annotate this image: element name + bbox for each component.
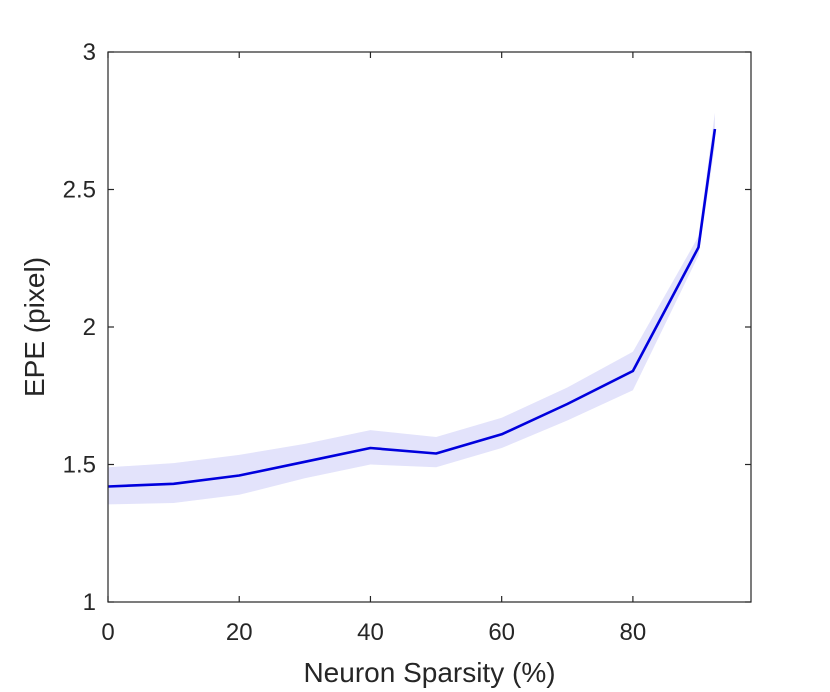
y-tick-label: 1.5 [63,452,96,479]
x-tick-labels: 0 20 40 60 80 [101,619,646,646]
x-tick-label: 0 [101,619,114,646]
y-tick-label: 1 [83,589,96,616]
tick-marks [107,51,751,603]
y-tick-label: 2.5 [63,177,96,204]
y-tick-label: 3 [83,39,96,66]
x-tick-label: 20 [226,619,253,646]
x-tick-label: 80 [620,619,647,646]
x-tick-label: 60 [488,619,515,646]
x-tick-label: 40 [357,619,384,646]
y-tick-labels: 1 1.5 2 2.5 3 [63,39,96,616]
y-axis-label: EPE (pixel) [19,257,50,397]
x-axis-label: Neuron Sparsity (%) [303,657,555,688]
series-line-layer [107,128,717,488]
y-tick-label: 2 [83,314,96,341]
